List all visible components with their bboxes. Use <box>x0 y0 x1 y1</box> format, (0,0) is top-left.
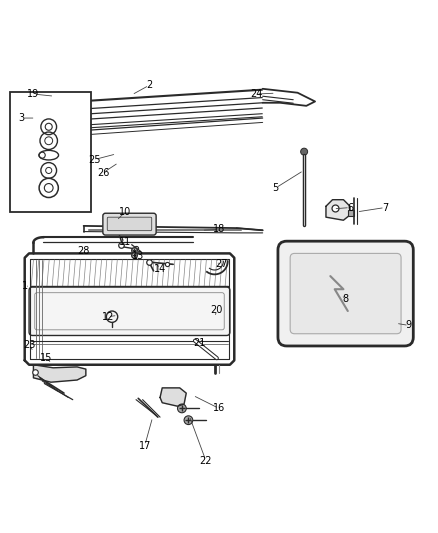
Text: 8: 8 <box>343 294 349 304</box>
Text: 28: 28 <box>78 246 90 256</box>
Text: 15: 15 <box>40 353 53 363</box>
Text: 17: 17 <box>138 440 151 450</box>
Text: 21: 21 <box>193 338 205 348</box>
Text: 10: 10 <box>119 207 131 217</box>
Text: 18: 18 <box>213 224 225 235</box>
FancyBboxPatch shape <box>29 287 230 335</box>
Text: 3: 3 <box>18 113 25 123</box>
Text: 2: 2 <box>146 80 152 90</box>
Circle shape <box>177 404 186 413</box>
Text: 23: 23 <box>23 340 35 350</box>
Text: 19: 19 <box>27 89 39 99</box>
Text: 16: 16 <box>213 403 225 414</box>
Text: 5: 5 <box>272 183 279 193</box>
FancyBboxPatch shape <box>35 293 224 330</box>
Text: 9: 9 <box>406 320 412 330</box>
Text: 13: 13 <box>132 251 145 261</box>
Text: 1: 1 <box>21 281 28 291</box>
FancyBboxPatch shape <box>290 253 401 334</box>
FancyBboxPatch shape <box>107 217 152 231</box>
Text: 22: 22 <box>200 456 212 466</box>
Text: 6: 6 <box>347 203 353 213</box>
FancyBboxPatch shape <box>278 241 413 346</box>
FancyBboxPatch shape <box>11 92 91 212</box>
Polygon shape <box>326 200 350 220</box>
Circle shape <box>300 148 307 155</box>
Text: 26: 26 <box>97 168 110 177</box>
Circle shape <box>184 416 193 425</box>
Text: 14: 14 <box>154 264 166 273</box>
Text: 20: 20 <box>211 305 223 315</box>
Text: 24: 24 <box>250 89 262 99</box>
Text: 27: 27 <box>215 260 227 269</box>
Polygon shape <box>33 365 86 382</box>
FancyBboxPatch shape <box>103 213 156 235</box>
Text: 11: 11 <box>119 238 131 247</box>
Text: 7: 7 <box>382 203 388 213</box>
Text: 12: 12 <box>102 312 114 322</box>
Text: 25: 25 <box>88 155 101 165</box>
Polygon shape <box>160 388 186 406</box>
